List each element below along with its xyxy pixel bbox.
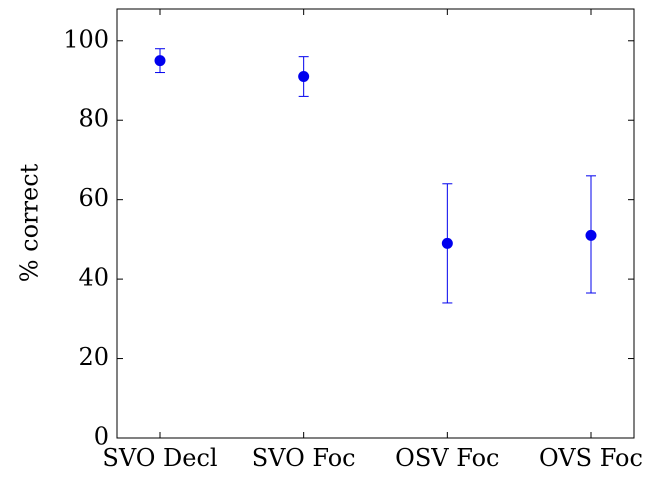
x-tick-label: SVO Foc [252,444,356,472]
y-tick-label: 0 [94,423,109,451]
x-tick-label: SVO Decl [102,444,217,472]
plot-frame [116,8,635,439]
y-tick-label: 100 [63,25,109,53]
x-tick-label: OVS Foc [539,444,643,472]
data-series [154,48,597,304]
data-point [298,71,310,83]
data-point [441,237,453,249]
data-point [154,55,166,67]
y-axis-title: % correct [16,163,44,282]
y-tick-label: 80 [78,105,109,133]
y-axis: 0 20 40 60 80 100 [63,25,634,451]
x-tick-label: OSV Foc [395,444,499,472]
data-point [585,229,597,241]
y-tick-label: 40 [78,264,109,292]
y-tick-label: 20 [78,343,109,371]
x-axis: SVO Decl SVO Foc OSV Foc OVS Foc [102,9,643,472]
y-tick-label: 60 [78,184,109,212]
